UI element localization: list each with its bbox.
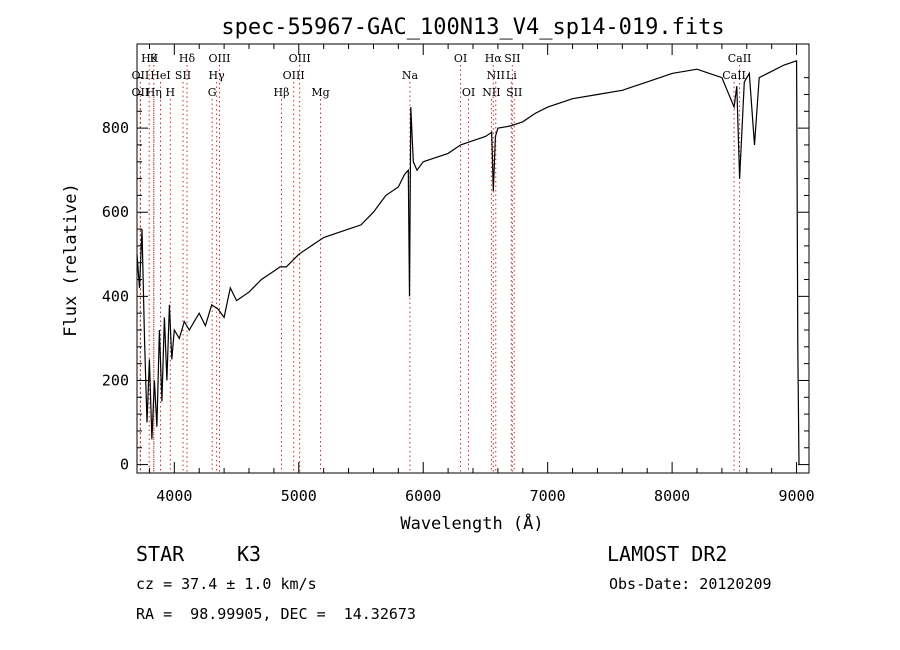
y-tick-label: 200 (102, 371, 129, 389)
line-marker-label: Hγ (209, 69, 226, 82)
line-marker-label: NII (487, 69, 505, 82)
line-marker-label: Hη (146, 86, 162, 99)
plot-frame (136, 43, 810, 474)
x-tick-label: 8000 (654, 487, 690, 505)
line-marker-label: OIII (289, 52, 311, 65)
x-tick-label: 5000 (281, 487, 317, 505)
line-marker-label: Mg (311, 86, 329, 99)
line-marker-label: SII (175, 69, 191, 82)
y-tick-label: 800 (102, 119, 129, 137)
line-marker-label: SII (504, 52, 520, 65)
x-tick-label: 9000 (778, 487, 814, 505)
line-marker-label: CaII (728, 52, 752, 65)
redshift-cz: cz = 37.4 ± 1.0 km/s (136, 575, 317, 593)
y-tick-label: 400 (102, 287, 129, 305)
x-axis-label: Wavelength (Å) (400, 512, 543, 534)
axis-ticks: 4000 5000 6000 7000 8000 9000 0 200 400 600 800 (102, 44, 815, 505)
line-marker-label: OIII (208, 52, 230, 65)
line-marker-label: G (208, 86, 217, 99)
line-marker-label: OIII (283, 69, 305, 82)
line-marker-label: Hα (485, 52, 503, 65)
line-marker-label: Na (402, 69, 419, 82)
obs-date: Obs-Date: 20120209 (609, 575, 772, 593)
object-class: STAR (136, 542, 185, 566)
survey-name: LAMOST DR2 (607, 542, 728, 566)
line-marker-label: OI (454, 52, 467, 65)
line-marker-label: Li (506, 69, 517, 82)
line-marker-label: HeI (150, 69, 170, 82)
line-marker-label: K (150, 52, 159, 65)
x-tick-label: 4000 (156, 487, 192, 505)
y-tick-label: 600 (102, 203, 129, 221)
line-marker-label: OII (132, 69, 150, 82)
spectrum-series-line (136, 59, 800, 465)
y-axis-label: Flux (relative) (61, 183, 81, 337)
line-marker-label: SII (506, 86, 522, 99)
line-marker-label: OII (132, 86, 150, 99)
x-tick-label: 6000 (405, 487, 441, 505)
line-marker-label: Hβ (274, 86, 290, 99)
line-marker-label: CaII (722, 69, 746, 82)
y-tick-label: 0 (120, 456, 129, 474)
line-marker-label: Hδ (179, 52, 196, 65)
line-marker-label: NII (482, 86, 500, 99)
coordinates: RA = 98.99905, DEC = 14.32673 (136, 605, 416, 623)
chart-title: spec-55967-GAC_100N13_V4_sp14-019.fits (221, 15, 724, 40)
line-marker-label: H (166, 86, 176, 99)
line-marker-label: OI (462, 86, 475, 99)
x-tick-label: 7000 (530, 487, 566, 505)
line-marker-label: Hθ (141, 52, 158, 65)
object-subclass: K3 (237, 542, 262, 566)
